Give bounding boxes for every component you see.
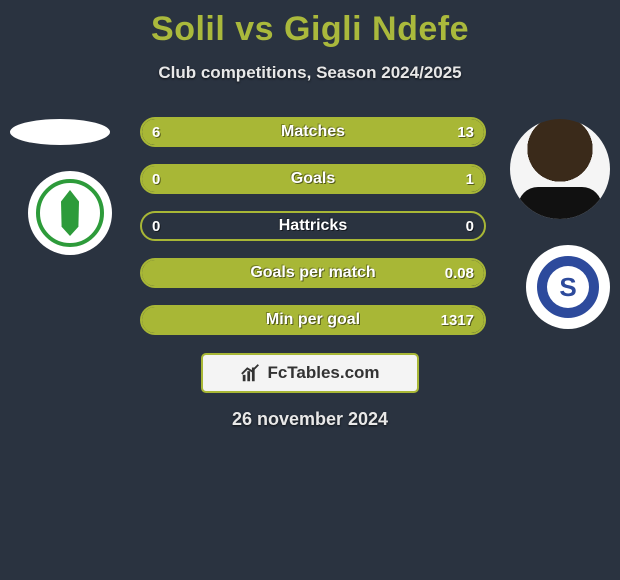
stat-label: Goals per match	[142, 260, 484, 286]
chart-icon	[240, 362, 262, 384]
stat-bar: 0.08Goals per match	[140, 258, 486, 288]
page-subtitle: Club competitions, Season 2024/2025	[0, 63, 620, 83]
bohemians-logo-icon	[36, 179, 104, 247]
player-right-photo	[510, 119, 610, 219]
page-title: Solil vs Gigli Ndefe	[0, 0, 620, 49]
watermark: FcTables.com	[201, 353, 419, 393]
stats-bars: 613Matches 01Goals 00Hattricks 0.08Goals pe…	[140, 109, 486, 335]
date-text: 26 november 2024	[0, 409, 620, 430]
stat-bar: 01Goals	[140, 164, 486, 194]
stat-bar: 613Matches	[140, 117, 486, 147]
stat-label: Goals	[142, 166, 484, 192]
stat-label: Matches	[142, 119, 484, 145]
stat-label: Min per goal	[142, 307, 484, 333]
club-left-badge	[28, 171, 112, 255]
stat-label: Hattricks	[142, 213, 484, 239]
stat-bar: 00Hattricks	[140, 211, 486, 241]
slovacko-logo-icon	[533, 252, 603, 322]
stat-bar: 1317Min per goal	[140, 305, 486, 335]
player-left-photo	[10, 119, 110, 145]
club-right-badge	[526, 245, 610, 329]
watermark-text: FcTables.com	[267, 363, 379, 383]
comparison-panel: 613Matches 01Goals 00Hattricks 0.08Goals pe…	[0, 109, 620, 335]
